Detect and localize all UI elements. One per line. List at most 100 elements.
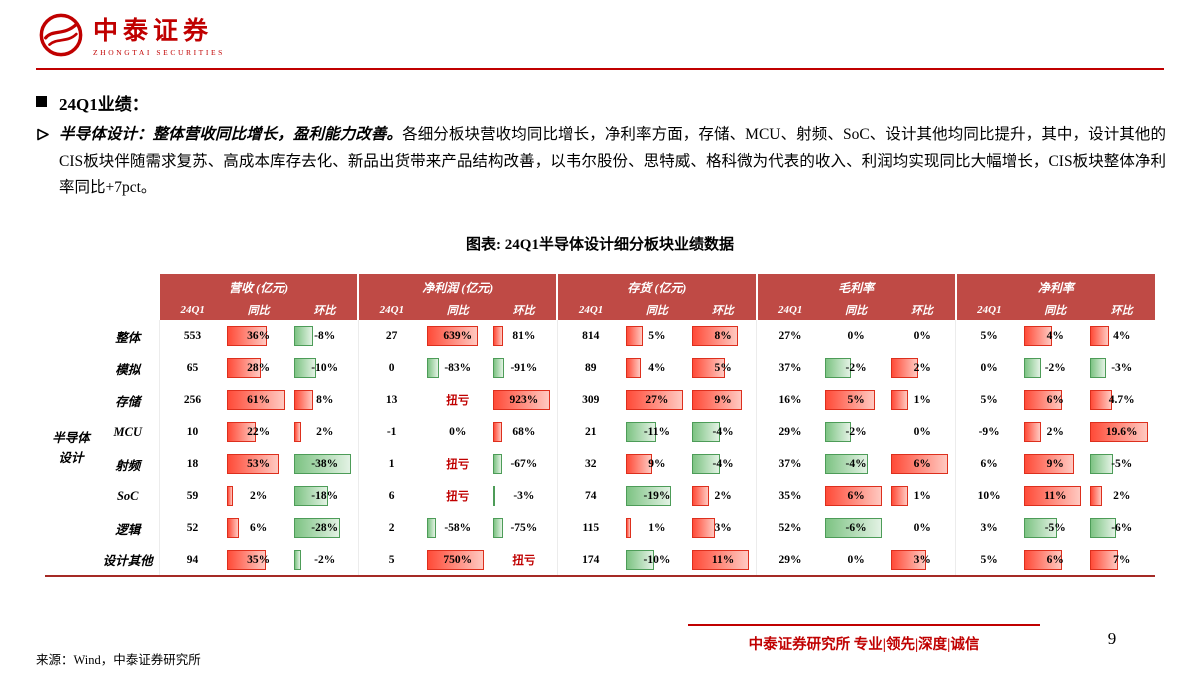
cell-value: 0% — [449, 426, 467, 438]
cell-value: 4.7% — [1108, 394, 1135, 406]
value-bar — [1024, 549, 1062, 570]
sub-col-header: 同比 — [424, 300, 491, 320]
data-cell: 65 — [158, 352, 226, 384]
data-cell: 0% — [822, 544, 890, 577]
data-cell: 0 — [357, 352, 425, 384]
data-cell: 32 — [556, 448, 624, 480]
data-cell: 94 — [158, 544, 226, 577]
data-cell: 9% — [624, 448, 690, 480]
cell-value: 11% — [711, 553, 735, 566]
sub-col-header: 24Q1 — [556, 300, 624, 320]
data-cell: 2% — [690, 480, 756, 512]
cell-value: -83% — [444, 362, 472, 374]
value-bar — [293, 358, 317, 378]
cell-value: 0 — [388, 362, 395, 374]
cell-value: 37% — [778, 458, 802, 470]
data-cell: 11% — [1022, 480, 1088, 512]
data-cell: 扭亏 — [425, 448, 491, 480]
value-bar — [692, 518, 716, 538]
data-cell: 5% — [690, 352, 756, 384]
cell-value: -10% — [311, 362, 339, 374]
row-label: 模拟 — [115, 362, 141, 377]
cell-value: 65 — [186, 362, 199, 374]
value-bar — [1090, 549, 1119, 570]
data-cell: 0% — [889, 416, 955, 448]
value-bar — [625, 518, 632, 538]
col-group-header: 营收 (亿元) — [157, 274, 359, 300]
cell-value: 5% — [648, 330, 666, 342]
data-cell: -75% — [491, 512, 557, 544]
data-cell: 2% — [292, 416, 358, 448]
data-cell: 4% — [1022, 320, 1088, 352]
cell-value: 6% — [913, 458, 931, 470]
data-cell: -2% — [823, 352, 889, 384]
data-cell: 10% — [955, 480, 1023, 512]
value-bar — [692, 549, 750, 570]
data-cell: 2% — [1022, 416, 1088, 448]
cell-value: 2% — [1113, 490, 1131, 502]
table-head: 营收 (亿元) 净利润 (亿元) 存货 (亿元) 毛利率 净利率 24Q1 同比 环比 24Q1… — [45, 274, 1155, 320]
col-group-header: 存货 (亿元) — [556, 274, 757, 300]
cell-value: 639% — [443, 330, 473, 342]
data-cell: 6% — [889, 448, 955, 480]
data-cell: 923% — [491, 384, 557, 416]
data-cell: 74 — [556, 480, 624, 512]
cell-value: 2% — [913, 362, 931, 374]
row-label: SoC — [116, 488, 139, 503]
data-cell: 5% — [624, 320, 690, 352]
value-bar — [891, 390, 908, 410]
data-cell: -5% — [1022, 512, 1088, 544]
cell-value: 37% — [778, 362, 802, 374]
cell-value: 2% — [316, 426, 334, 438]
cell-value: 4% — [648, 362, 666, 374]
data-cell: 5% — [823, 384, 889, 416]
data-cell: 10 — [158, 416, 226, 448]
data-cell: -3% — [1088, 352, 1155, 384]
data-cell: 7% — [1088, 544, 1155, 577]
row-label: 逻辑 — [115, 522, 141, 537]
cell-value: 5% — [847, 394, 865, 406]
data-cell: 89 — [556, 352, 624, 384]
cell-value: 27% — [778, 330, 802, 342]
value-bar — [426, 549, 484, 570]
cell-value: 9% — [1046, 458, 1064, 470]
cell-value: -3% — [513, 490, 535, 502]
data-cell: 29% — [756, 416, 823, 448]
sub-col-header: 同比 — [1022, 300, 1089, 320]
value-bar — [1090, 518, 1116, 538]
cell-value: 2% — [1046, 426, 1064, 438]
logo-icon — [38, 12, 84, 63]
data-cell: -10% — [292, 352, 358, 384]
value-bar — [1090, 486, 1103, 506]
value-bar — [492, 454, 503, 474]
header-rule — [36, 68, 1164, 70]
cell-value: 1% — [913, 394, 931, 406]
cell-value: 1 — [388, 458, 395, 470]
cell-value: 27 — [385, 330, 398, 342]
table-row: 射频 18 53% -38% 1 扭亏 -67% 32 9% -4% 37% -4% 6% 6% 9% -5% — [45, 448, 1155, 480]
data-cell: 4.7% — [1088, 384, 1155, 416]
data-cell: 27% — [756, 320, 823, 352]
data-cell: -28% — [292, 512, 358, 544]
cell-value: 13 — [385, 394, 398, 406]
cell-value: 2% — [714, 490, 732, 502]
cell-value: 3% — [980, 522, 998, 534]
cell-value: 68% — [512, 426, 536, 438]
value-bar — [625, 390, 684, 410]
cell-value: 10 — [186, 426, 199, 438]
data-cell: -6% — [1088, 512, 1155, 544]
header-logo: 中泰证券 ZHONGTAI SECURITIES — [38, 12, 225, 63]
cell-value: 89 — [585, 362, 597, 374]
cell-value: 21 — [585, 426, 597, 438]
table-row: MCU 10 22% 2% -1 0% 68% 21 -11% -4% 29% -2% 0% -9% 2% 1… — [45, 416, 1155, 448]
data-cell: 8% — [690, 320, 756, 352]
chart-title: 图表: 24Q1半导体设计细分板块业绩数据 — [466, 237, 734, 253]
data-cell: 22% — [225, 416, 291, 448]
data-cell: 8% — [292, 384, 358, 416]
data-cell: -11% — [624, 416, 690, 448]
sub-col-header: 同比 — [225, 300, 292, 320]
cell-value: 59 — [186, 490, 199, 502]
data-cell: -83% — [425, 352, 491, 384]
data-cell: 0% — [889, 512, 955, 544]
data-cell: 19.6% — [1088, 416, 1155, 448]
